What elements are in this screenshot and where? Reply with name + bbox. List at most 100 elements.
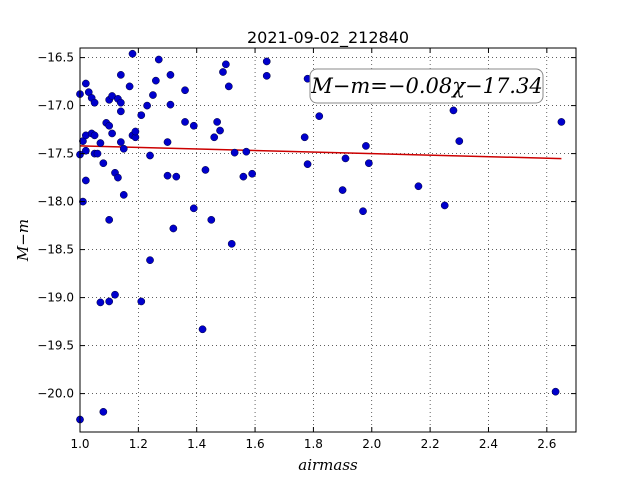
data-point	[81, 176, 90, 185]
x-tick-label: 1.2	[129, 437, 148, 451]
y-tick-label: −18.0	[37, 195, 74, 209]
y-axis-label: M−m	[14, 219, 32, 262]
data-point	[230, 148, 239, 157]
data-point	[341, 154, 350, 163]
data-point	[105, 121, 114, 130]
x-tick-label: 1.4	[187, 437, 206, 451]
data-point	[111, 290, 119, 299]
y-tick-label: −17.0	[37, 99, 74, 113]
data-point	[163, 138, 172, 146]
data-point	[143, 101, 151, 110]
data-point	[449, 106, 458, 115]
data-point	[105, 297, 114, 306]
data-point	[90, 98, 99, 107]
y-tick-label: −20.0	[37, 387, 74, 401]
data-point	[224, 82, 233, 91]
x-tick-label: 2.4	[479, 437, 498, 451]
data-point	[154, 55, 163, 64]
data-point	[114, 173, 122, 182]
data-point	[262, 71, 271, 80]
data-point	[338, 186, 347, 194]
data-point	[181, 118, 189, 126]
x-tick-label: 1.8	[304, 437, 323, 451]
data-point	[242, 147, 251, 156]
data-point	[146, 151, 154, 160]
data-point	[125, 82, 134, 91]
data-point	[152, 76, 160, 85]
data-point	[219, 68, 227, 76]
data-point	[201, 166, 210, 174]
data-point	[163, 171, 172, 180]
data-point	[239, 172, 248, 181]
data-point	[96, 298, 105, 307]
x-axis-label: airmass	[298, 456, 358, 474]
x-tick-label: 1.0	[70, 437, 89, 451]
data-point	[99, 407, 108, 416]
data-point	[414, 182, 423, 191]
equation-box	[309, 68, 544, 104]
data-point	[119, 191, 128, 199]
x-tick-label: 2.6	[537, 437, 556, 451]
data-point	[93, 149, 102, 158]
data-point	[364, 159, 373, 168]
x-tick-label: 2.0	[362, 437, 381, 451]
data-point	[116, 98, 125, 107]
data-point	[119, 144, 128, 153]
axis-ticks: 1.0 1.2 1.4 1.6 1.8 2.0 2.2 2.4 2.6 −16.5 −17.0 −17…	[37, 48, 576, 451]
data-point	[207, 215, 216, 224]
data-point	[189, 121, 198, 130]
data-point	[315, 112, 324, 121]
grid-lines	[79, 48, 576, 432]
data-point	[96, 139, 105, 147]
y-tick-label: −16.5	[37, 51, 74, 65]
data-point	[557, 118, 566, 126]
data-point	[99, 159, 108, 168]
chart-title: 2021-09-02_212840	[247, 28, 409, 48]
y-tick-label: −17.5	[37, 147, 74, 161]
data-point	[169, 224, 178, 233]
data-point	[198, 325, 207, 334]
data-point	[90, 131, 99, 140]
data-point	[362, 142, 370, 150]
data-point	[131, 127, 140, 136]
data-point	[181, 86, 189, 95]
data-point	[359, 207, 367, 216]
plot-background	[80, 48, 576, 432]
data-point	[105, 215, 114, 224]
data-point	[189, 204, 198, 213]
data-point	[116, 107, 125, 116]
data-point	[146, 256, 154, 265]
data-point	[81, 146, 90, 155]
data-point	[108, 129, 116, 138]
data-point	[210, 133, 219, 142]
data-points	[76, 49, 566, 424]
data-point	[213, 118, 221, 126]
data-point	[81, 79, 90, 88]
data-point	[149, 91, 157, 99]
x-tick-label: 2.2	[421, 437, 440, 451]
data-point	[137, 111, 146, 120]
y-tick-label: −19.5	[37, 339, 74, 353]
data-point	[116, 71, 125, 79]
data-point	[216, 126, 224, 135]
x-tick-label: 1.6	[246, 437, 265, 451]
fit-line-group	[79, 145, 562, 160]
data-point	[137, 297, 146, 306]
data-point	[227, 239, 236, 248]
data-point	[300, 133, 309, 142]
data-point	[172, 172, 181, 181]
fit-line	[79, 145, 562, 160]
data-point	[116, 138, 125, 146]
data-point	[262, 57, 271, 66]
plot-frame	[79, 47, 577, 433]
data-point	[303, 160, 312, 169]
data-point	[440, 201, 449, 210]
data-point	[166, 100, 175, 109]
data-point	[248, 169, 256, 178]
y-tick-label: −19.0	[37, 291, 74, 305]
data-point	[551, 387, 560, 396]
data-point	[128, 49, 137, 58]
data-point	[455, 137, 464, 145]
